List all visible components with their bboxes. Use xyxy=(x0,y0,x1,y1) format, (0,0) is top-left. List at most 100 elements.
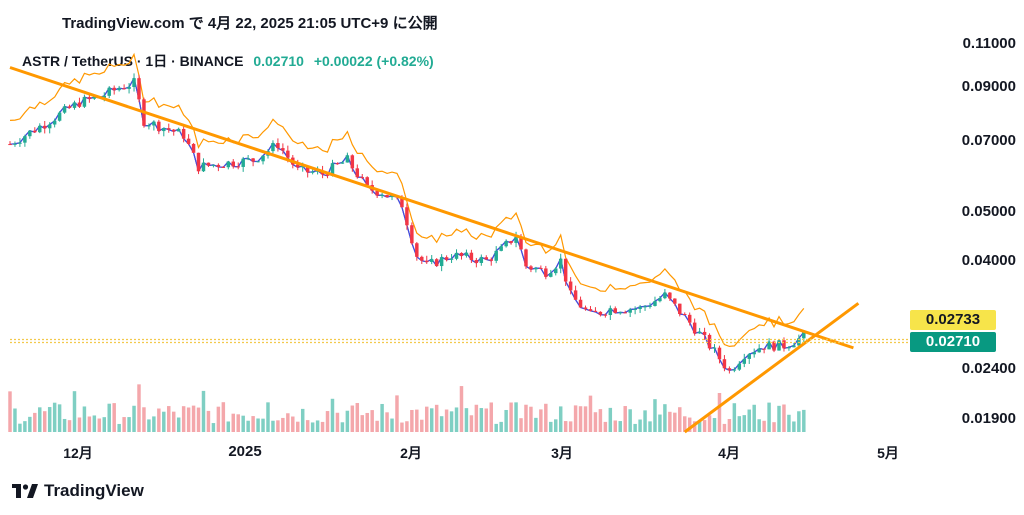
candles xyxy=(8,73,806,374)
volume-bar xyxy=(707,415,712,432)
volume-bar xyxy=(613,420,618,432)
candle-body xyxy=(464,252,469,256)
volume-bar xyxy=(385,412,389,432)
symbol-name[interactable]: ASTR / TetherUS · 1日 · BINANCE xyxy=(22,53,244,69)
candle-body xyxy=(598,311,603,315)
volume-bar xyxy=(350,405,355,432)
volume-bar xyxy=(370,410,374,432)
volume-bar xyxy=(792,421,796,432)
candle-body xyxy=(62,106,67,113)
candle-body xyxy=(300,165,305,168)
support-trendline xyxy=(683,302,860,434)
candle-body xyxy=(211,164,216,166)
candle-body xyxy=(8,144,12,146)
volume-bar xyxy=(529,406,533,432)
volume-bar xyxy=(509,402,513,432)
candle-body xyxy=(375,190,379,196)
volume-bar xyxy=(524,404,528,432)
candle-body xyxy=(444,257,449,260)
candle-body xyxy=(33,130,37,133)
candle-body xyxy=(112,87,116,91)
volume-bar xyxy=(226,421,231,432)
candle-body xyxy=(246,158,250,160)
x-tick: 3月 xyxy=(551,445,573,461)
candle-body xyxy=(554,268,558,274)
volume-bar xyxy=(678,407,682,432)
volume-bar xyxy=(112,403,116,432)
candle-body xyxy=(42,125,47,129)
candle-body xyxy=(782,340,786,349)
candle-body xyxy=(702,331,707,335)
volume-bar xyxy=(573,405,578,432)
candle-body xyxy=(162,128,166,132)
candle-body xyxy=(479,257,484,263)
candle-body xyxy=(603,314,608,316)
candle-body xyxy=(18,142,22,144)
candle-body xyxy=(494,250,498,261)
volume-bar xyxy=(459,386,464,432)
candle-body xyxy=(271,143,275,152)
volume-bar xyxy=(722,423,727,432)
volume-bar xyxy=(668,411,672,432)
candle-body xyxy=(678,303,682,315)
volume-bar xyxy=(92,415,97,432)
candle-body xyxy=(57,112,62,121)
trendlines xyxy=(9,66,860,434)
volume-bar xyxy=(489,402,493,432)
candle-body xyxy=(673,298,677,304)
candle-body xyxy=(792,345,796,348)
candle-body xyxy=(459,252,464,256)
candle-body xyxy=(732,369,737,371)
candle-body xyxy=(167,128,171,130)
candle-body xyxy=(722,359,727,369)
volume-bar xyxy=(618,421,622,432)
volume-bar xyxy=(246,420,250,432)
volume-bar xyxy=(310,422,315,432)
volume-bar xyxy=(142,407,146,432)
volume-bar xyxy=(97,418,102,432)
volume-bar xyxy=(191,405,196,432)
candle-body xyxy=(484,257,489,260)
volume-bar xyxy=(375,420,379,432)
brand-name: TradingView xyxy=(44,481,144,500)
candle-body xyxy=(181,128,186,139)
y-tick: 0.11000 xyxy=(962,35,1016,52)
volume-bar xyxy=(390,418,394,432)
volume-bar xyxy=(62,418,67,432)
candle-body xyxy=(668,292,672,299)
volume-bar xyxy=(102,417,107,432)
volume-bar xyxy=(256,418,260,432)
volume-bar xyxy=(315,420,320,432)
volume-bar xyxy=(72,391,77,432)
candle-body xyxy=(762,348,766,350)
volume-bar xyxy=(583,406,588,432)
volume-bar xyxy=(300,408,305,432)
volume-bar xyxy=(772,422,776,432)
x-tick: 5月 xyxy=(877,445,899,461)
volume-bar xyxy=(444,409,449,432)
candle-body xyxy=(787,347,791,349)
tradingview-brand[interactable]: TradingView xyxy=(12,481,144,501)
candle-body xyxy=(380,194,384,196)
candle-body xyxy=(648,305,652,307)
volume-bar xyxy=(340,422,345,432)
volume-bar xyxy=(439,416,444,432)
candle-body xyxy=(360,177,364,179)
candle-body xyxy=(87,97,92,99)
x-tick: 4月 xyxy=(718,445,740,461)
volume-bar xyxy=(186,407,191,432)
volume-bar xyxy=(181,406,186,432)
candle-body xyxy=(390,195,394,198)
volume-bar xyxy=(117,423,121,432)
volume-bar xyxy=(236,414,240,432)
volume-bar xyxy=(658,414,662,432)
candle-body xyxy=(712,347,717,349)
candle-body xyxy=(176,128,181,132)
volume-bar xyxy=(534,417,538,432)
volume-bar xyxy=(578,406,583,432)
candle-body xyxy=(400,197,404,208)
volume-bar xyxy=(107,403,111,432)
volume-bar xyxy=(266,402,270,432)
candle-body xyxy=(52,120,57,125)
